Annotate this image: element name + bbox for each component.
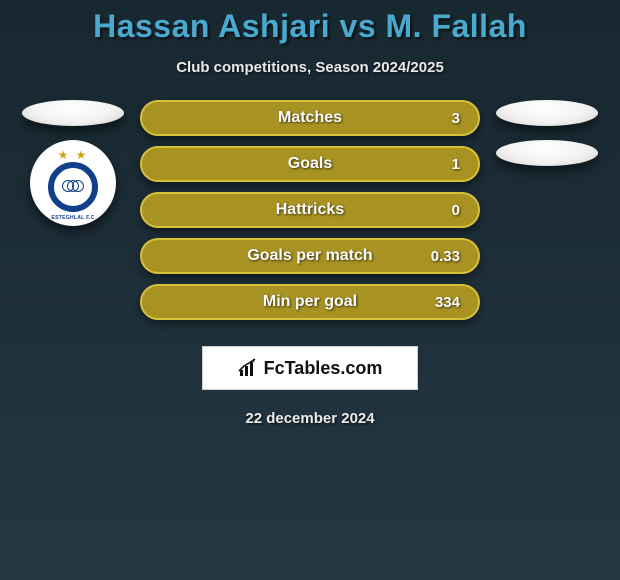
club-crest-icon	[48, 162, 98, 212]
stat-value: 0.33	[431, 248, 460, 265]
stat-label: Hattricks	[276, 201, 344, 219]
club-badge-right-placeholder	[496, 140, 598, 166]
stat-row-hattricks: Hattricks 0	[140, 192, 480, 228]
club-stars-icon: ★ ★	[58, 148, 89, 162]
stat-label: Matches	[278, 109, 342, 127]
left-column: ★ ★ ESTEGHLAL F.C	[18, 100, 128, 226]
stat-row-matches: Matches 3	[140, 100, 480, 136]
bar-chart-icon	[238, 358, 260, 378]
stat-row-goals: Goals 1	[140, 146, 480, 182]
club-badge-left: ★ ★ ESTEGHLAL F.C	[30, 140, 116, 226]
stat-value: 3	[452, 110, 460, 127]
date-line: 22 december 2024	[0, 410, 620, 427]
stat-label: Goals per match	[247, 247, 372, 265]
stat-row-min-per-goal: Min per goal 334	[140, 284, 480, 320]
player-photo-left	[22, 100, 124, 126]
stat-value: 0	[452, 202, 460, 219]
brand-watermark[interactable]: FcTables.com	[202, 346, 418, 390]
stat-label: Goals	[288, 155, 332, 173]
page-title: Hassan Ashjari vs M. Fallah	[0, 0, 620, 45]
comparison-content: ★ ★ ESTEGHLAL F.C Matches 3 Goals 1 Hatt…	[0, 100, 620, 320]
stat-label: Min per goal	[263, 293, 357, 311]
stats-column: Matches 3 Goals 1 Hattricks 0 Goals per …	[140, 100, 480, 320]
right-column	[492, 100, 602, 166]
stat-row-goals-per-match: Goals per match 0.33	[140, 238, 480, 274]
page-subtitle: Club competitions, Season 2024/2025	[0, 59, 620, 76]
club-name-caption: ESTEGHLAL F.C	[52, 215, 95, 221]
stat-value: 1	[452, 156, 460, 173]
stat-value: 334	[435, 294, 460, 311]
player-photo-right	[496, 100, 598, 126]
brand-text: FcTables.com	[264, 358, 383, 379]
